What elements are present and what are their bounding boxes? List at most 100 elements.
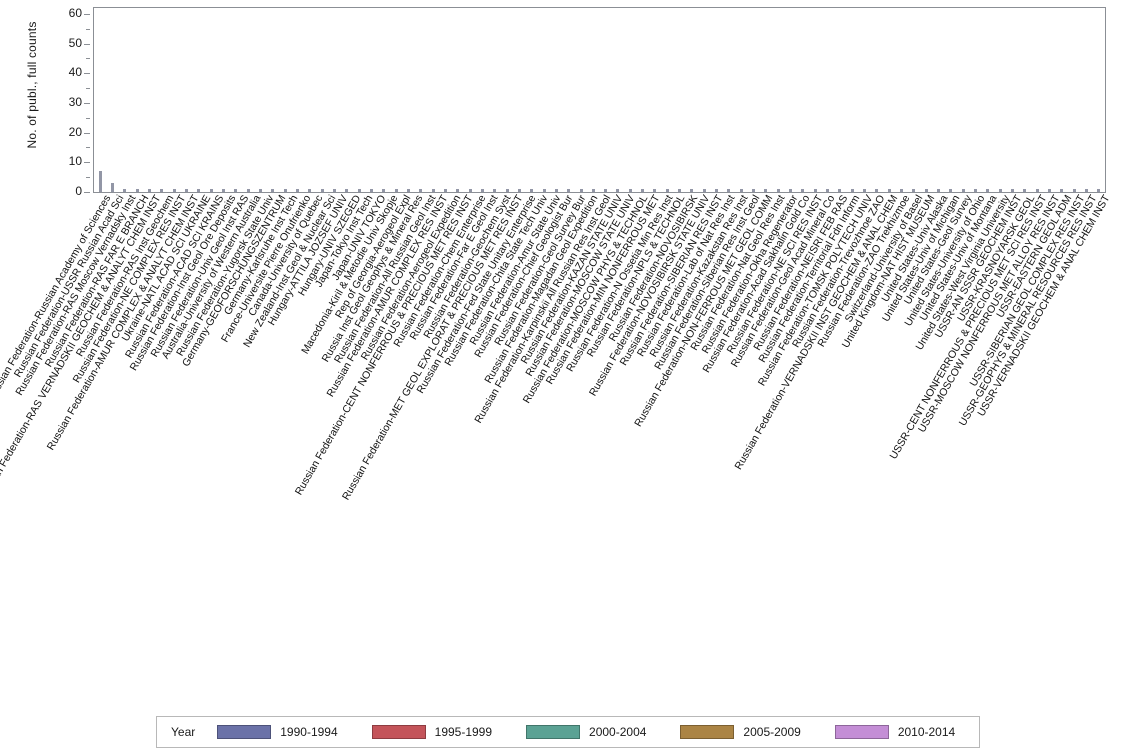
bar <box>628 189 632 192</box>
legend-item[interactable]: 1995-1999 <box>371 725 492 739</box>
bar <box>271 189 275 192</box>
bar <box>752 189 756 192</box>
tick-mark <box>84 13 90 15</box>
bar <box>974 189 978 192</box>
bar <box>234 189 238 192</box>
bar <box>789 189 793 192</box>
bar <box>468 189 472 192</box>
bar <box>283 189 287 192</box>
legend-title: Year <box>171 725 196 739</box>
tick-mark <box>84 73 90 75</box>
y-tick-label: 30 <box>68 94 82 109</box>
bar <box>998 189 1002 192</box>
legend-item[interactable]: 1990-1994 <box>217 725 338 739</box>
bar <box>764 189 768 192</box>
bar <box>813 189 817 192</box>
bar <box>690 189 694 192</box>
y-axis-ticks: 0 10 20 30 40 50 60 <box>0 0 93 200</box>
legend-swatch <box>834 725 889 739</box>
bar <box>986 189 990 192</box>
tick-mark <box>86 58 90 60</box>
tick-mark <box>84 102 90 104</box>
bar <box>604 189 608 192</box>
bar <box>147 189 151 192</box>
bar <box>801 189 805 192</box>
bar <box>1048 189 1052 192</box>
bar <box>739 189 743 192</box>
legend-items: 1990-1994 1995-1999 2000-2004 2005-2009 2010… <box>217 725 989 739</box>
legend-swatch <box>526 725 581 739</box>
chart-legend: Year 1990-1994 1995-1999 2000-2004 2005-200… <box>156 716 980 748</box>
tick-mark <box>86 117 90 119</box>
bar <box>246 189 250 192</box>
bar <box>258 189 262 192</box>
bars-layer <box>94 8 1105 192</box>
bar <box>912 189 916 192</box>
legend-item[interactable]: 2000-2004 <box>526 725 646 739</box>
bar <box>184 189 188 192</box>
bar <box>123 189 127 192</box>
y-tick-label: 10 <box>68 154 82 169</box>
bar <box>493 189 497 192</box>
bar <box>641 189 645 192</box>
bar <box>221 189 225 192</box>
bar <box>135 189 139 192</box>
bar <box>369 189 373 192</box>
bar <box>172 189 176 192</box>
bar <box>961 189 965 192</box>
legend-swatch <box>680 725 735 739</box>
legend-item[interactable]: 2005-2009 <box>680 725 801 739</box>
plot-area <box>93 7 1106 193</box>
bar <box>838 189 842 192</box>
y-tick-label: 60 <box>68 5 82 20</box>
x-axis-labels: Russian Federation-Russian Academy of Sc… <box>0 193 1134 693</box>
bar <box>443 189 447 192</box>
tick-mark <box>86 177 90 179</box>
bar <box>1097 189 1101 192</box>
legend-label: 1990-1994 <box>280 725 338 739</box>
bar <box>591 189 595 192</box>
bar <box>431 189 435 192</box>
bar <box>357 189 361 192</box>
tick-mark <box>84 192 90 193</box>
legend-label: 2010-2014 <box>897 725 956 739</box>
bar <box>308 189 312 192</box>
bar <box>937 189 941 192</box>
bar <box>727 189 731 192</box>
bar <box>1011 189 1015 192</box>
bar <box>567 189 571 192</box>
bar <box>98 171 102 192</box>
bar <box>653 189 657 192</box>
bar <box>1072 189 1076 192</box>
bar <box>1060 189 1064 192</box>
bar <box>863 189 867 192</box>
tick-mark <box>86 147 90 149</box>
bar <box>715 189 719 192</box>
bar <box>332 189 336 192</box>
y-tick-label: 50 <box>68 35 82 50</box>
bar <box>616 189 620 192</box>
legend-item[interactable]: 2010-2014 <box>834 725 956 739</box>
bar <box>480 189 484 192</box>
bar <box>887 189 891 192</box>
bar <box>197 189 201 192</box>
bar <box>1035 189 1039 192</box>
bar <box>1085 189 1088 192</box>
legend-swatch <box>371 725 426 739</box>
y-tick-label: 40 <box>68 65 82 80</box>
bar <box>517 189 521 192</box>
bar <box>875 189 879 192</box>
tick-mark <box>84 132 90 134</box>
bar <box>949 189 953 192</box>
bar <box>1023 189 1027 192</box>
bar <box>530 189 534 192</box>
y-tick-label: 20 <box>68 124 82 139</box>
bar <box>320 189 324 192</box>
bar <box>456 189 460 192</box>
bar <box>382 189 386 192</box>
y-tick-label: 0 <box>75 184 82 198</box>
bar <box>406 189 410 192</box>
legend-label: 2000-2004 <box>589 725 647 739</box>
bar <box>209 189 213 192</box>
